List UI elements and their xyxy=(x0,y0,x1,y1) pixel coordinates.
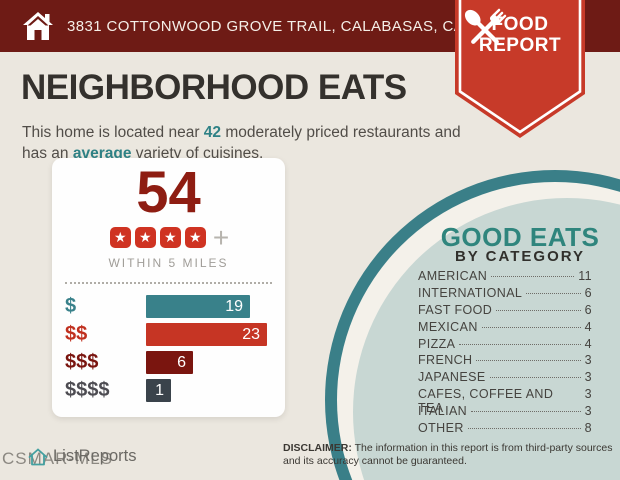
category-row: JAPANESE 3 xyxy=(418,370,592,387)
category-row: MEXICAN 4 xyxy=(418,320,592,337)
bar-value: 6 xyxy=(177,354,186,371)
dot-leader xyxy=(471,411,581,413)
category-row: CAFES, COFFEE AND TEA 3 xyxy=(418,387,592,415)
good-eats-title: GOOD EATS xyxy=(440,222,600,252)
category-label: OTHER xyxy=(418,421,464,436)
property-address: 3831 COTTONWOOD GROVE TRAIL, CALABASAS, … xyxy=(67,17,512,35)
bar: 23 xyxy=(146,323,267,346)
logo-text: ListReports xyxy=(53,447,137,465)
category-label: INTERNATIONAL xyxy=(418,285,523,300)
category-value: 6 xyxy=(584,302,592,317)
category-value: 8 xyxy=(584,421,592,436)
logo-house-icon xyxy=(28,448,48,465)
category-label: MEXICAN xyxy=(418,319,478,334)
disclaimer-label: DISCLAIMER: xyxy=(283,442,352,454)
listreports-logo: ListReports xyxy=(28,447,136,466)
star-icon: ★ xyxy=(184,227,206,248)
star-icon: ★ xyxy=(109,227,131,248)
dot-leader xyxy=(491,276,575,277)
category-label: JAPANESE xyxy=(418,370,486,385)
category-row: ITALIAN 3 xyxy=(418,404,592,421)
bar: 19 xyxy=(146,295,250,318)
variety-highlight: average xyxy=(72,144,132,162)
category-row: INTERNATIONAL 6 xyxy=(418,286,592,303)
price-label: $ xyxy=(65,295,77,317)
category-row: FRENCH 3 xyxy=(418,353,592,370)
page-title: NEIGHBORHOOD EATS xyxy=(21,68,407,107)
bar: 1 xyxy=(146,379,171,402)
category-label: PIZZA xyxy=(418,336,456,351)
category-value: 3 xyxy=(584,370,592,385)
category-value: 4 xyxy=(584,319,592,334)
divider xyxy=(65,282,272,284)
category-list: AMERICAN 11 INTERNATIONAL 6 FAST FOOD 6 MEX… xyxy=(418,269,592,438)
category-row: FAST FOOD 6 xyxy=(418,303,592,320)
category-value: 3 xyxy=(584,404,592,419)
good-eats-subtitle: BY CATEGORY xyxy=(454,248,586,265)
category-label: FAST FOOD xyxy=(418,302,493,317)
category-label: CAFES, COFFEE AND TEA xyxy=(418,387,554,416)
bar-value: 19 xyxy=(225,298,243,315)
dot-leader xyxy=(481,326,581,328)
bar-value: 23 xyxy=(242,326,260,343)
price-bar-row: $ 19 xyxy=(52,295,285,318)
star-icon: ★ xyxy=(134,227,156,248)
price-bar-row: $$$ 6 xyxy=(52,351,285,374)
category-row: PIZZA 4 xyxy=(418,337,592,354)
category-value: 3 xyxy=(584,387,592,402)
price-bar-chart: $ 19 $$ 23 $$$ 6 $$$$ 1 xyxy=(52,295,285,402)
intro-text: This home is located near 42 moderately … xyxy=(22,123,461,162)
restaurant-stats-card: 54 ★ ★ ★ ★ + WITHIN 5 MILES $ 19 $$ 23 $… xyxy=(52,158,285,417)
price-bar-row: $$ 23 xyxy=(52,323,285,346)
restaurant-count-highlight: 42 xyxy=(203,123,222,141)
category-row: OTHER 8 xyxy=(418,421,592,438)
bar: 6 xyxy=(146,351,193,374)
dot-leader xyxy=(489,377,581,379)
dot-leader xyxy=(496,309,581,311)
star-icon: ★ xyxy=(159,227,181,248)
price-label: $$$$ xyxy=(65,379,110,401)
plus-icon: + xyxy=(212,221,230,253)
price-label: $$ xyxy=(65,323,88,345)
price-label: $$$ xyxy=(65,351,99,373)
category-label: FRENCH xyxy=(418,353,473,368)
badge-title: FOOD REPORT xyxy=(478,14,562,56)
category-value: 6 xyxy=(584,285,592,300)
restaurant-count: 54 xyxy=(136,160,201,225)
disclaimer: DISCLAIMER: The information in this repo… xyxy=(283,442,613,467)
category-row: AMERICAN 11 xyxy=(418,269,592,286)
dot-leader xyxy=(526,292,581,294)
bar-value: 1 xyxy=(155,382,164,399)
category-value: 3 xyxy=(584,353,592,368)
home-icon xyxy=(23,12,53,40)
category-value: 11 xyxy=(578,269,592,283)
radius-label: WITHIN 5 MILES xyxy=(108,256,229,270)
dot-leader xyxy=(459,343,581,345)
dot-leader xyxy=(467,428,581,430)
star-rating: ★ ★ ★ ★ + xyxy=(52,221,285,253)
price-bar-row: $$$$ 1 xyxy=(52,379,285,402)
category-label: AMERICAN xyxy=(418,269,488,283)
crossed-spoon-fork-icon xyxy=(464,8,507,44)
category-label: ITALIAN xyxy=(418,404,468,419)
food-report-badge: FOOD REPORT xyxy=(455,0,585,140)
mls-watermark: CSMAR-MLS xyxy=(2,449,114,468)
category-value: 4 xyxy=(584,336,592,351)
dot-leader xyxy=(476,360,581,362)
